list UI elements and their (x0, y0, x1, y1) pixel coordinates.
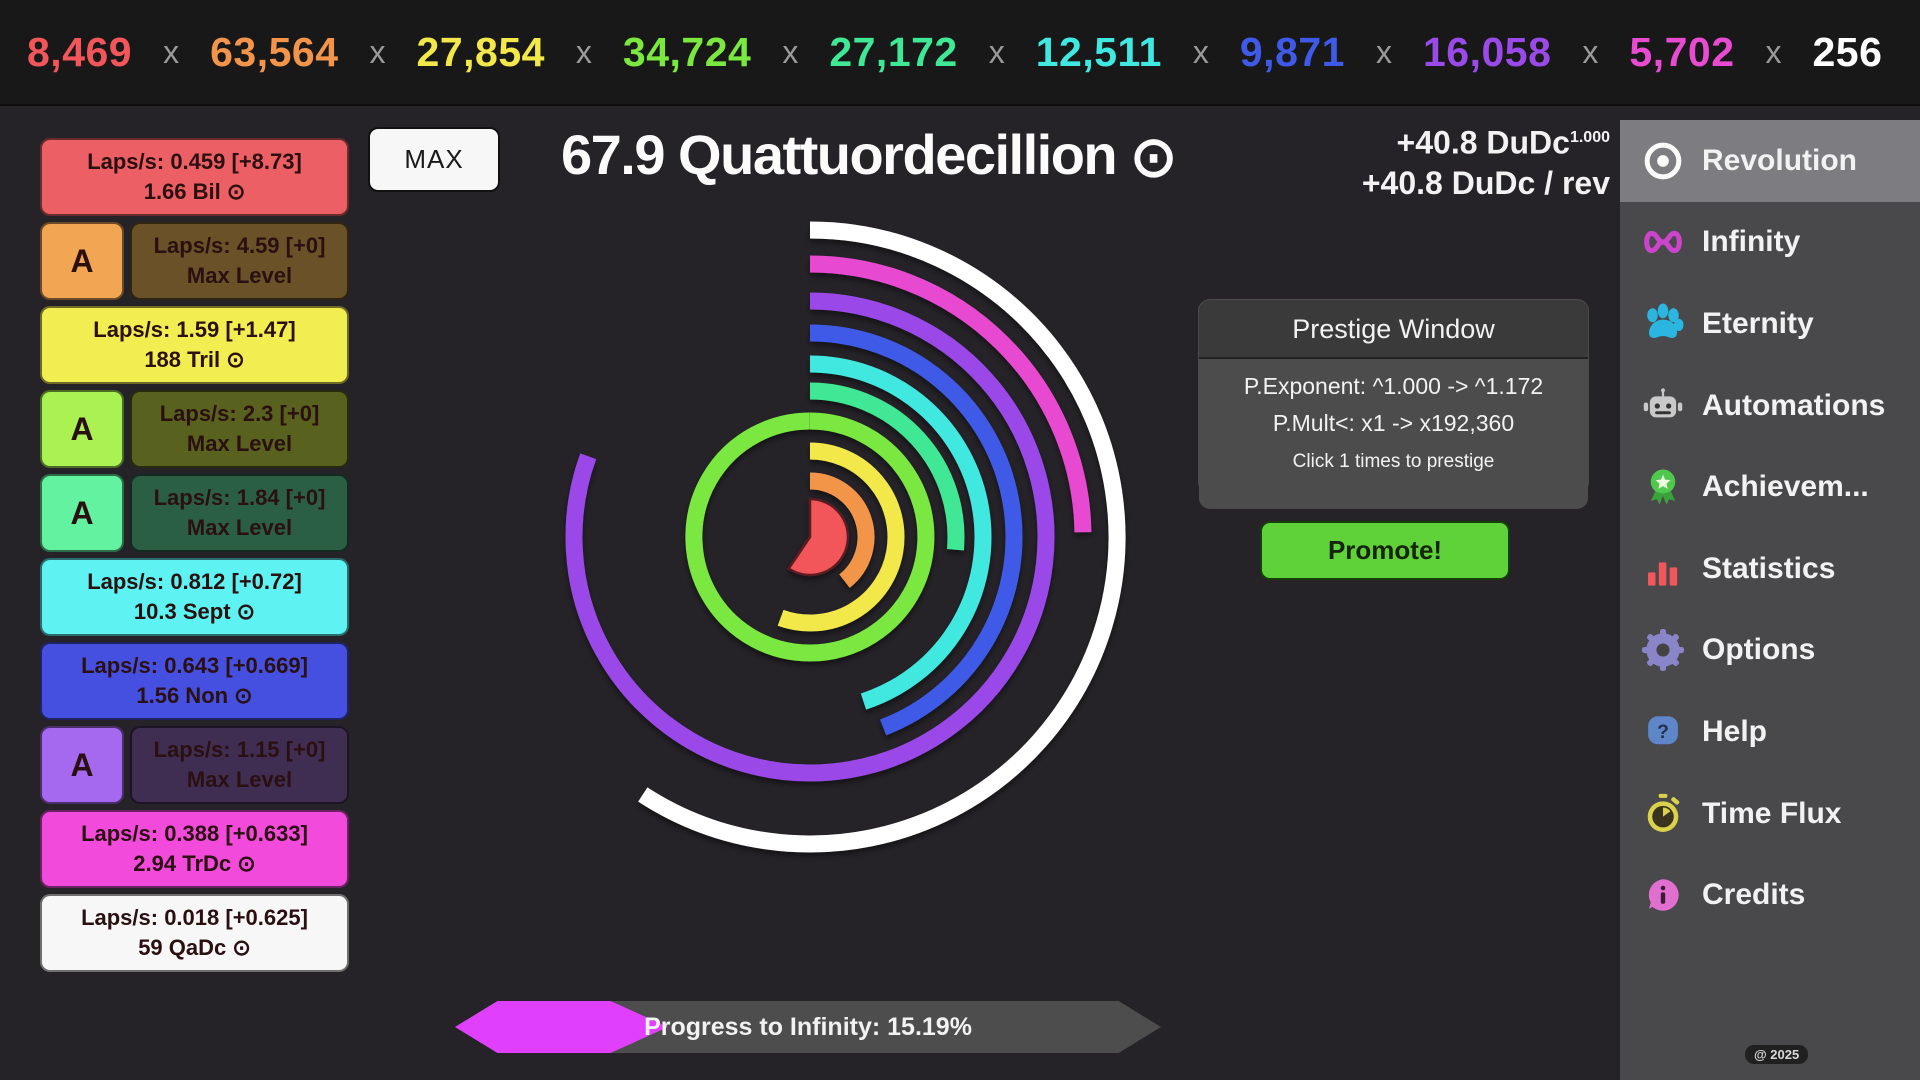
svg-text:?: ? (1657, 722, 1669, 743)
